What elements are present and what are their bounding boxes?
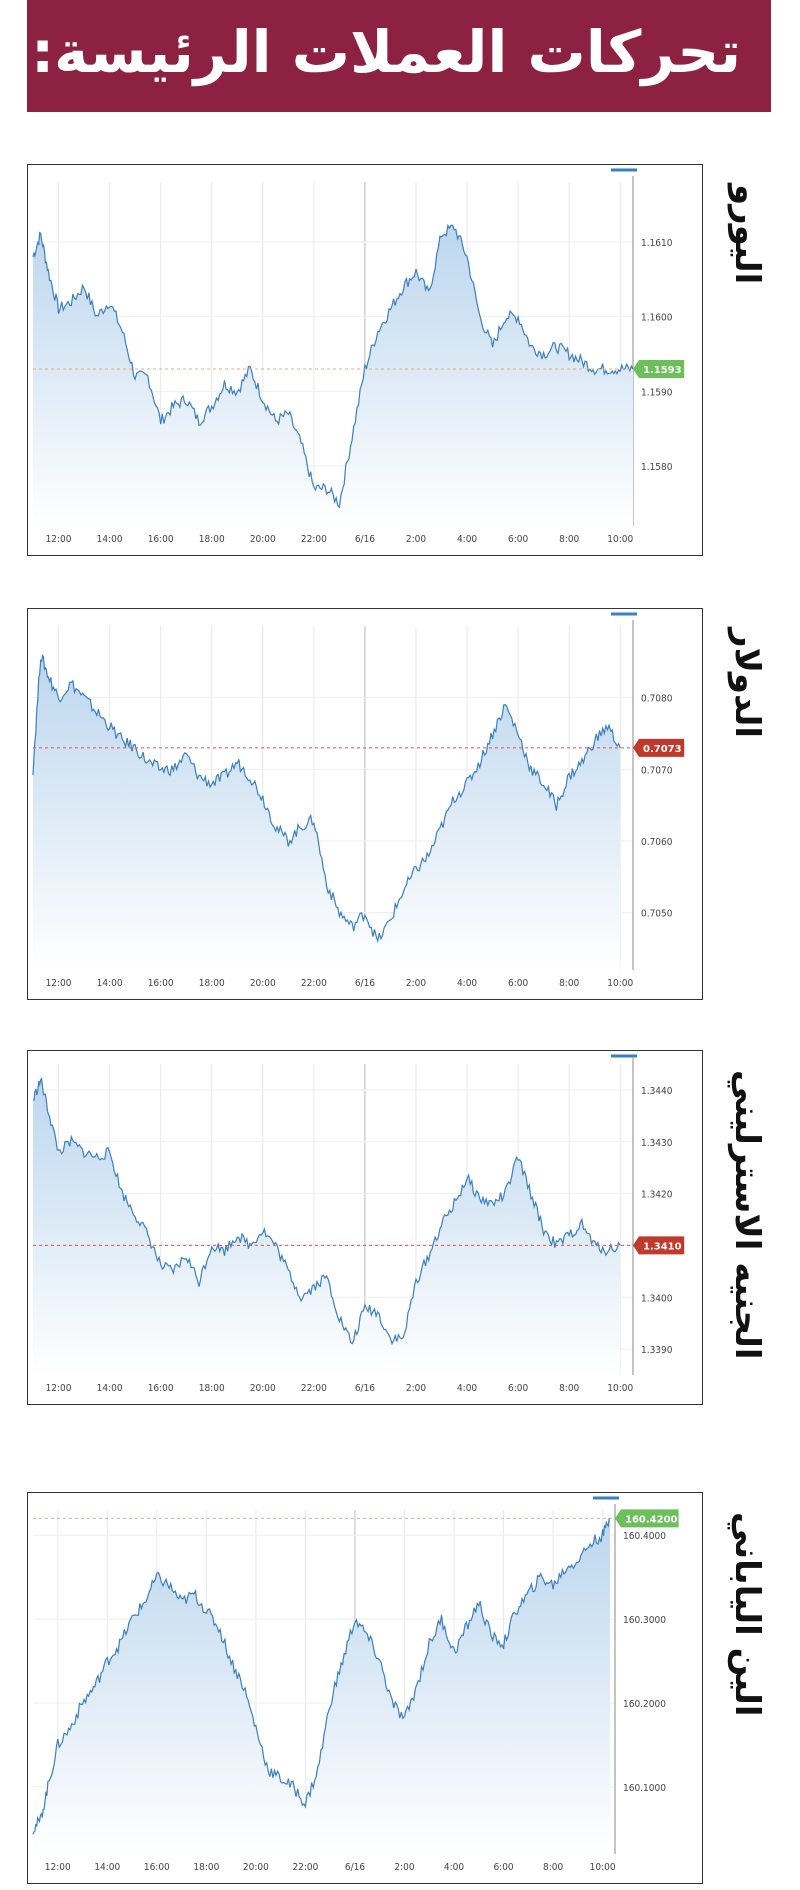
x-tick-label: 22:00: [292, 1862, 318, 1873]
x-tick-label: 22:00: [301, 1383, 327, 1394]
x-tick-label: 12:00: [46, 534, 72, 545]
y-tick-label: 160.1000: [623, 1783, 666, 1794]
y-tick-label: 160.2000: [623, 1699, 666, 1710]
chart-svg: 12:00 14:00 16:00 18:00 20:00 22:00 6/16 2:00 4:…: [27, 1492, 703, 1884]
y-tick-label: 160.4000: [623, 1531, 666, 1542]
x-tick-label: 6:00: [508, 1383, 528, 1394]
title-banner: تحركات العملات الرئيسة:: [27, 0, 771, 112]
current-value-badge: [633, 359, 685, 378]
x-tick-label: 4:00: [444, 1862, 464, 1873]
x-tick-label: 6:00: [493, 1862, 513, 1873]
chart-svg: 12:00 14:00 16:00 18:00 20:00 22:00 6/16 2:00 4:…: [27, 164, 703, 556]
series-line: [32, 223, 634, 509]
x-tick-label: 20:00: [250, 534, 276, 545]
y-tick-label: 0.7080: [641, 694, 673, 705]
y-tick-label: 1.3420: [641, 1190, 673, 1201]
page-title: تحركات العملات الرئيسة:: [30, 18, 741, 86]
series-area: [33, 1078, 621, 1375]
series-area: [33, 655, 621, 970]
x-tick-label: 16:00: [148, 1383, 174, 1394]
x-tick-label: 8:00: [559, 1383, 579, 1394]
chart-title: اليورو: [727, 184, 767, 285]
current-value-label: 160.4200: [625, 1514, 678, 1525]
x-tick-label: 14:00: [97, 534, 123, 545]
y-tick-label: 1.3430: [641, 1138, 673, 1149]
x-tick-label: 20:00: [243, 1862, 269, 1873]
x-tick-label: 2:00: [394, 1862, 414, 1873]
current-value-badge: [615, 1509, 679, 1528]
x-tick-label: 4:00: [457, 1383, 477, 1394]
series-line: [32, 1517, 611, 1835]
series-area: [33, 225, 633, 526]
x-tick-label: 2:00: [406, 1383, 426, 1394]
yen-chart-panel: 12:00 14:00 16:00 18:00 20:00 22:00 6/16 2:00 4:…: [27, 1492, 771, 1884]
x-tick-label: 18:00: [199, 978, 225, 989]
x-tick-label: 10:00: [590, 1862, 616, 1873]
x-tick-label: 8:00: [559, 534, 579, 545]
chart-svg: 12:00 14:00 16:00 18:00 20:00 22:00 6/16 2:00 4:…: [27, 608, 703, 1000]
y-tick-label: 160.3000: [623, 1615, 666, 1626]
y-tick-label: 1.3440: [641, 1086, 673, 1097]
x-tick-label: 22:00: [301, 534, 327, 545]
x-tick-label: 16:00: [144, 1862, 170, 1873]
y-tick-label: 0.7070: [641, 765, 673, 776]
x-tick-label: 6/16: [355, 978, 375, 989]
chart-svg: 12:00 14:00 16:00 18:00 20:00 22:00 6/16 2:00 4:…: [27, 1050, 703, 1405]
x-tick-label: 6:00: [508, 978, 528, 989]
current-value-badge: [633, 1236, 685, 1255]
current-value-label: 0.7073: [643, 744, 682, 755]
current-value-badge: [633, 738, 685, 757]
y-tick-label: 1.1600: [641, 313, 673, 324]
series-line: [32, 1077, 621, 1346]
series-area: [33, 1518, 610, 1854]
x-tick-label: 10:00: [607, 1383, 633, 1394]
x-tick-label: 14:00: [97, 1383, 123, 1394]
current-value-label: 1.1593: [643, 365, 682, 376]
x-tick-label: 8:00: [543, 1862, 563, 1873]
x-tick-label: 12:00: [46, 978, 72, 989]
y-tick-label: 1.1580: [641, 462, 673, 473]
x-tick-label: 16:00: [148, 978, 174, 989]
x-tick-label: 18:00: [193, 1862, 219, 1873]
x-tick-label: 14:00: [97, 978, 123, 989]
x-tick-label: 16:00: [148, 534, 174, 545]
dollar-chart-panel: 12:00 14:00 16:00 18:00 20:00 22:00 6/16 2:00 4:…: [27, 608, 771, 1000]
x-tick-label: 18:00: [199, 534, 225, 545]
x-tick-label: 6/16: [355, 534, 375, 545]
x-tick-label: 10:00: [607, 978, 633, 989]
x-tick-label: 12:00: [45, 1862, 71, 1873]
x-tick-label: 22:00: [301, 978, 327, 989]
x-tick-label: 2:00: [406, 534, 426, 545]
x-tick-label: 18:00: [199, 1383, 225, 1394]
y-tick-label: 1.1610: [641, 238, 673, 249]
x-tick-label: 14:00: [94, 1862, 120, 1873]
x-tick-label: 8:00: [559, 978, 579, 989]
x-tick-label: 6:00: [508, 534, 528, 545]
euro-chart-panel: 12:00 14:00 16:00 18:00 20:00 22:00 6/16 2:00 4:…: [27, 164, 771, 556]
chart-title: الين الياباني: [727, 1512, 767, 1717]
current-value-label: 1.3410: [643, 1241, 682, 1252]
y-tick-label: 1.3390: [641, 1345, 673, 1356]
x-tick-label: 12:00: [46, 1383, 72, 1394]
x-tick-label: 6/16: [355, 1383, 375, 1394]
y-tick-label: 0.7050: [641, 909, 673, 920]
chart-title: الجنيه الاسترليني: [727, 1070, 767, 1360]
chart-title: الدولار: [727, 628, 767, 739]
series-line: [32, 654, 621, 944]
x-tick-label: 10:00: [607, 534, 633, 545]
x-tick-label: 4:00: [457, 978, 477, 989]
x-tick-label: 4:00: [457, 534, 477, 545]
pound-chart-panel: 12:00 14:00 16:00 18:00 20:00 22:00 6/16 2:00 4:…: [27, 1050, 771, 1405]
y-tick-label: 0.7060: [641, 837, 673, 848]
x-tick-label: 6/16: [345, 1862, 365, 1873]
x-tick-label: 20:00: [250, 978, 276, 989]
x-tick-label: 20:00: [250, 1383, 276, 1394]
x-tick-label: 2:00: [406, 978, 426, 989]
y-tick-label: 1.1590: [641, 387, 673, 398]
y-tick-label: 1.3400: [641, 1293, 673, 1304]
